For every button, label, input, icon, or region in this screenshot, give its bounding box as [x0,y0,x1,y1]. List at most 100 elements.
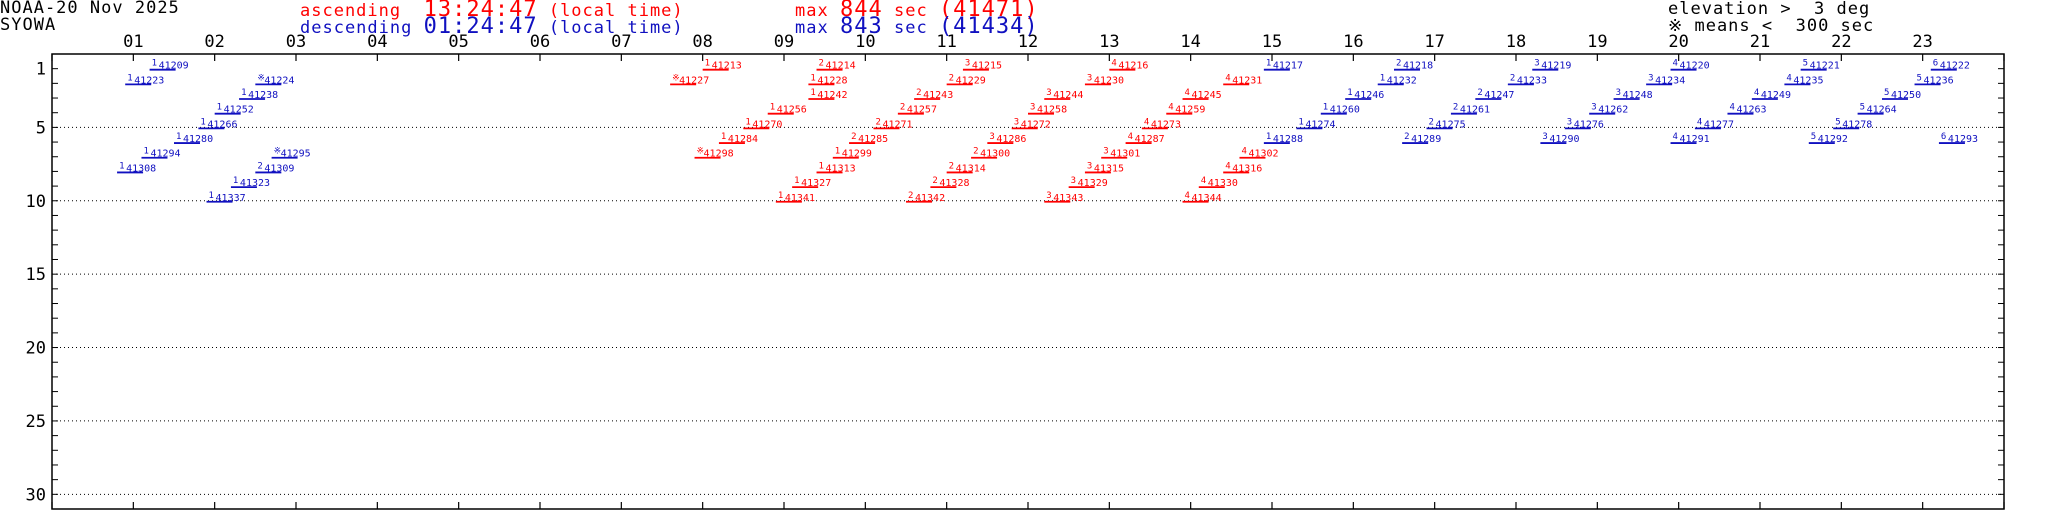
descending-pass-orbit: 41288 [1273,134,1303,145]
ascending-pass-marker: 1 [770,103,775,113]
ascending-max-label: max [795,1,829,21]
ascending-pass-marker: 2 [900,103,905,113]
descending-pass-marker: ※ [257,73,265,83]
x-tick-label: 07 [611,32,631,52]
ascending-pass-orbit: 41227 [679,75,709,86]
descending-pass-orbit: 41234 [1655,75,1685,86]
ascending-pass-marker: 1 [810,88,815,98]
descending-pass-orbit: 41309 [264,163,294,174]
ascending-pass-orbit: 41231 [1232,75,1262,86]
descending-pass-orbit: 41248 [1623,90,1653,101]
x-tick-label: 18 [1506,32,1526,52]
ascending-pass-orbit: 41314 [956,163,986,174]
ascending-pass-orbit: 41330 [1208,178,1238,189]
x-tick-label: 23 [1912,32,1932,52]
ascending-pass-orbit: 41344 [1192,193,1222,204]
ascending-pass-marker: 4 [1185,191,1190,201]
descending-pass-marker: 1 [1266,132,1271,142]
ascending-pass-marker: 3 [1087,161,1092,171]
descending-time: 01:24:47 [423,14,538,39]
descending-pass-marker: 1 [217,103,222,113]
descending-pass-orbit: 41292 [1818,134,1848,145]
ascending-pass-orbit: 41329 [1078,178,1108,189]
ascending-time: 13:24:47 [423,0,538,22]
x-tick-label: 08 [692,32,712,52]
ascending-pass-marker: 3 [965,59,970,69]
x-tick-label: 17 [1424,32,1444,52]
descending-pass-marker: 3 [1648,73,1653,83]
descending-pass-orbit: 41238 [248,90,278,101]
descending-pass-marker: 4 [1729,103,1734,113]
ascending-pass-marker: 4 [1144,117,1149,127]
descending-pass-marker: 3 [1567,117,1572,127]
x-tick-label: 02 [204,32,224,52]
y-tick-label: 10 [26,192,46,212]
ascending-pass-orbit: 41298 [704,149,734,160]
descending-pass-marker: 3 [1542,132,1547,142]
ascending-pass-orbit: 41272 [1021,119,1051,130]
ascending-pass-marker: ※ [672,73,680,83]
ascending-pass-marker: 4 [1225,161,1230,171]
ascending-pass-marker: 3 [1087,73,1092,83]
ascending-pass-marker: 2 [949,161,954,171]
descending-pass-marker: 5 [1917,73,1922,83]
ascending-pass-orbit: 41315 [1094,163,1124,174]
descending-pass-orbit: 41252 [224,105,254,116]
descending-pass-orbit: 41260 [1330,105,1360,116]
y-tick-label: 20 [26,339,46,359]
ascending-pass-marker: 1 [794,176,799,186]
ascending-label: ascending [300,1,402,21]
ascending-pass-orbit: 41341 [785,193,815,204]
descending-pass-orbit: 41236 [1924,75,1954,86]
descending-pass-marker: 1 [233,176,238,186]
ascending-pass-orbit: 41245 [1192,90,1222,101]
ascending-pass-orbit: 41287 [1135,134,1165,145]
ascending-pass-orbit: 41343 [1053,193,1083,204]
x-tick-label: 05 [448,32,468,52]
descending-pass-marker: 2 [257,161,262,171]
descending-max-label: max [795,18,829,38]
descending-pass-orbit: 41249 [1761,90,1791,101]
ascending-pass-orbit: 41285 [858,134,888,145]
ascending-pass-orbit: 41299 [842,149,872,160]
ascending-pass-marker: 2 [973,147,978,157]
descending-label: descending [300,18,413,38]
descending-pass-marker: 2 [1453,103,1458,113]
descending-pass-marker: 1 [1380,73,1385,83]
ascending-pass-orbit: 41258 [1037,105,1067,116]
ascending-max-orbit: (41471) [938,0,1039,22]
descending-pass-marker: 5 [1884,88,1889,98]
descending-pass-orbit: 41290 [1549,134,1579,145]
ascending-pass-marker: 2 [819,59,824,69]
ascending-pass-marker: 2 [932,176,937,186]
descending-pass-orbit: 41235 [1793,75,1823,86]
x-tick-label: 10 [855,32,875,52]
ascending-pass-orbit: 41316 [1232,163,1262,174]
x-tick-label: 16 [1343,32,1363,52]
ascending-pass-orbit: 41257 [907,105,937,116]
descending-pass-orbit: 41224 [264,75,294,86]
ascending-pass-marker: 4 [1185,88,1190,98]
x-tick-label: 13 [1099,32,1119,52]
descending-pass-marker: 4 [1673,59,1678,69]
descending-pass-orbit: 41247 [1484,90,1514,101]
descending-legend: descending 01:24:47 (local time) [300,16,684,38]
descending-pass-orbit: 41276 [1574,119,1604,130]
descending-pass-orbit: 41219 [1541,61,1571,72]
x-tick-label: 03 [286,32,306,52]
ascending-pass-marker: ※ [697,147,705,157]
descending-pass-orbit: 41275 [1436,119,1466,130]
descending-pass-marker: 1 [1298,117,1303,127]
descending-pass-marker: 1 [152,59,157,69]
descending-pass-marker: 1 [119,161,124,171]
x-tick-label: 06 [530,32,550,52]
satellite-name: NOAA-20 [0,0,79,18]
descending-pass-marker: 1 [241,88,246,98]
descending-pass-marker: 1 [1323,103,1328,113]
x-tick-label: 04 [367,32,387,52]
descending-pass-orbit: 41262 [1598,105,1628,116]
descending-pass-orbit: 41295 [281,149,311,160]
ascending-max-sec: 844 [839,0,883,22]
ascending-pass-orbit: 41302 [1248,149,1278,160]
ascending-pass-orbit: 41243 [923,90,953,101]
